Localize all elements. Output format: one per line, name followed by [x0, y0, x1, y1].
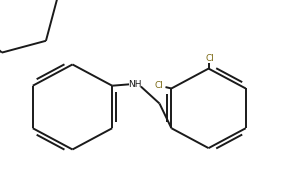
Text: Cl: Cl — [154, 81, 163, 90]
Text: NH: NH — [128, 80, 141, 89]
Text: Cl: Cl — [206, 54, 214, 63]
